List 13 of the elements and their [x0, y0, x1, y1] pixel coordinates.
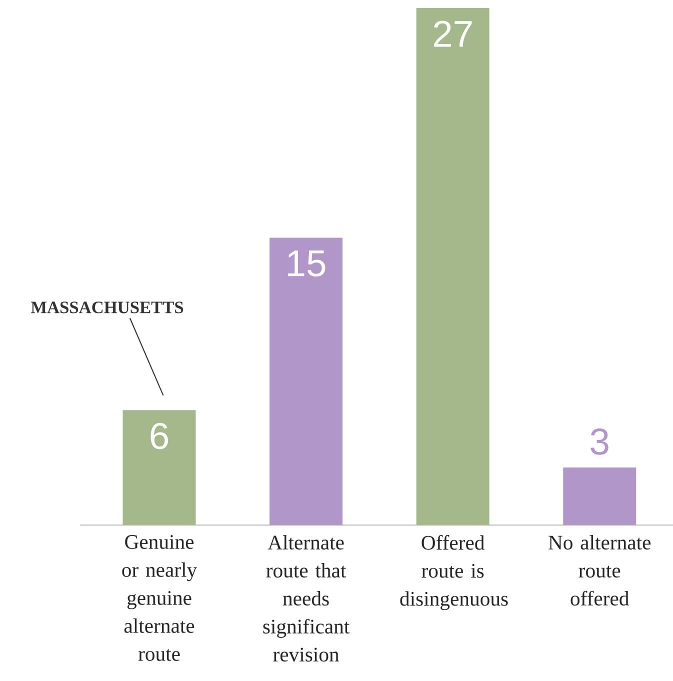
- annotation: MASSACHUSETTS: [30, 302, 184, 314]
- x-tick-label: Genuine or nearly genuine alternate route: [122, 535, 198, 661]
- data-label: 15: [288, 250, 326, 277]
- x-tick-label: Offered route is disingenuous: [400, 535, 508, 610]
- x-tick-label: Alternate route that needs significant revision: [263, 535, 350, 662]
- data-label: 6: [150, 422, 168, 450]
- bar: [122, 410, 196, 525]
- data-label: 27: [434, 20, 472, 47]
- data-label: 3: [590, 428, 608, 455]
- bar: [270, 238, 343, 525]
- bar: [563, 468, 636, 525]
- x-tick-label: No alternate route offered: [548, 535, 651, 606]
- bar: [416, 8, 490, 525]
